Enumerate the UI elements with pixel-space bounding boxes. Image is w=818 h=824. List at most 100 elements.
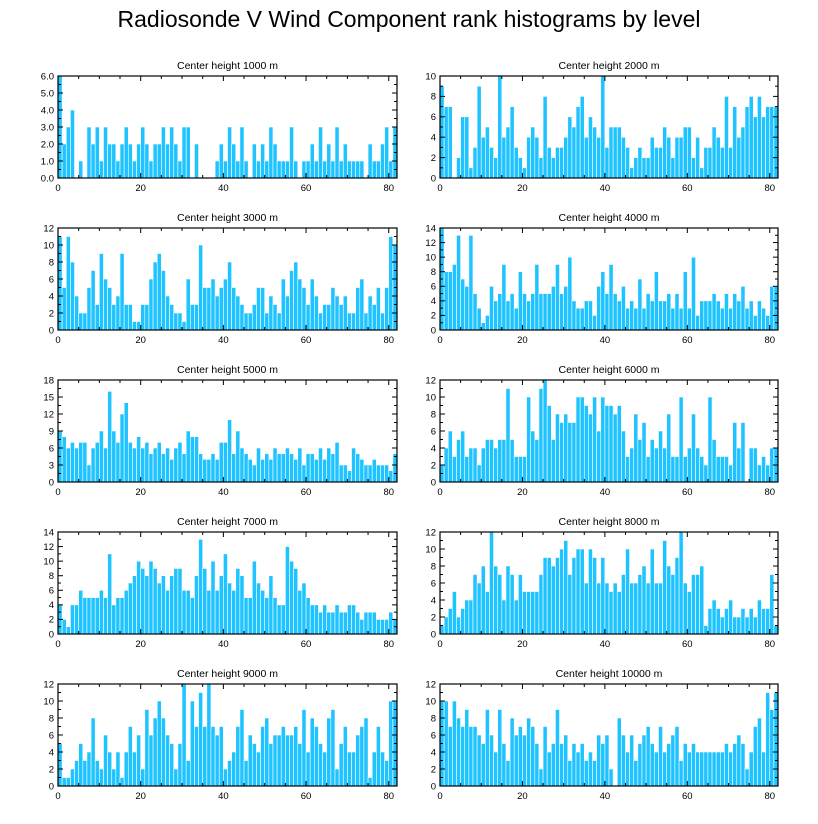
histogram-bar <box>94 126 100 179</box>
histogram-bar <box>90 597 96 635</box>
histogram-bar <box>314 726 319 787</box>
histogram-bar <box>239 304 245 331</box>
y-tick-label: 10 <box>425 696 436 707</box>
histogram-bar <box>198 538 203 635</box>
y-tick-label: 8 <box>49 713 54 724</box>
histogram-bar <box>575 396 581 483</box>
histogram-bar <box>480 136 486 179</box>
histogram-bar <box>707 751 713 787</box>
histogram-bar <box>513 307 519 331</box>
histogram-bar <box>765 608 771 635</box>
y-tick-label: 4 <box>49 600 54 611</box>
y-tick-label: 8 <box>431 92 436 103</box>
y-tick-label: 2 <box>431 460 436 471</box>
panel-5: Center height 5000 m 0 20 40 60 80 0 3 6 9 12 15 18 <box>43 364 398 498</box>
y-tick-label: 4 <box>49 291 54 302</box>
histogram-bar <box>359 459 365 483</box>
histogram-bar <box>534 264 540 331</box>
histogram-bar <box>728 307 733 331</box>
histogram-bar <box>588 413 593 483</box>
histogram-bar <box>682 126 688 179</box>
histogram-bar <box>156 253 162 331</box>
histogram-bar <box>218 287 224 331</box>
histogram-bar <box>691 157 696 179</box>
histogram-bar <box>119 143 125 179</box>
y-tick-label: 12 <box>43 679 54 690</box>
histogram-bar <box>691 256 696 331</box>
histogram-bar <box>90 717 96 787</box>
histogram-bar <box>107 391 113 483</box>
histogram-bar <box>567 760 573 787</box>
histogram-bar <box>123 402 129 483</box>
histogram-bar <box>173 568 179 635</box>
histogram-bar <box>260 459 266 483</box>
histogram-bar <box>235 430 241 483</box>
histogram-bar <box>592 315 597 331</box>
histogram-bar <box>583 760 589 787</box>
histogram-bar <box>198 244 203 331</box>
histogram-bar <box>161 717 166 787</box>
histogram-bar <box>468 234 474 331</box>
x-tick-label: 20 <box>517 487 528 498</box>
histogram-bar <box>567 422 573 483</box>
histogram-bar <box>252 560 257 635</box>
x-tick-label: 20 <box>135 487 146 498</box>
y-tick-label: 10 <box>43 240 54 251</box>
histogram-bar <box>94 597 100 635</box>
histogram-bar <box>526 136 531 179</box>
histogram-bar <box>169 304 175 331</box>
histogram-bar <box>641 307 647 331</box>
histogram-bar <box>728 464 733 483</box>
histogram-bar <box>144 575 150 635</box>
y-tick-label: 2 <box>49 308 54 319</box>
histogram-bar <box>107 287 113 331</box>
histogram-bar <box>546 293 552 331</box>
histogram-bar <box>534 439 540 483</box>
histogram-bar <box>289 270 294 331</box>
histogram-bar <box>534 743 540 787</box>
x-tick-label: 60 <box>301 183 312 194</box>
histogram-bar <box>380 751 385 787</box>
histogram-bar <box>388 236 394 331</box>
histogram-bar <box>371 459 377 483</box>
histogram-bar <box>724 293 729 331</box>
y-tick-label: 12 <box>425 238 436 249</box>
histogram-bar <box>376 464 381 483</box>
histogram-bar <box>189 436 195 483</box>
histogram-bar <box>384 126 390 179</box>
histogram-bar <box>658 300 663 331</box>
histogram-bar <box>542 379 548 483</box>
histogram-bar <box>338 611 344 635</box>
x-tick-label: 20 <box>517 791 528 802</box>
histogram-bar <box>575 751 581 787</box>
histogram-bar <box>272 734 278 787</box>
histogram-bar <box>546 147 552 179</box>
y-tick-label: 6 <box>431 112 436 123</box>
histogram-bar <box>70 768 75 787</box>
y-tick-label: 2 <box>431 311 436 322</box>
y-tick-label: 2 <box>49 615 54 626</box>
histogram-bar <box>239 575 245 635</box>
histogram-bar <box>649 548 655 635</box>
histogram-bar <box>695 315 700 331</box>
histogram-bar <box>447 608 453 635</box>
histogram-bar <box>376 619 381 635</box>
histogram-bar <box>719 616 725 635</box>
histogram-bar <box>476 582 482 635</box>
histogram-bar <box>206 589 212 635</box>
histogram-bar <box>99 589 104 635</box>
histogram-bar <box>629 582 635 635</box>
histogram-bar <box>555 264 560 331</box>
histogram-bar <box>363 312 369 331</box>
histogram-bar <box>334 604 340 635</box>
histogram-bar <box>322 751 328 787</box>
histogram-bar <box>612 413 618 483</box>
histogram-bar <box>583 136 589 179</box>
histogram-bar <box>522 591 527 635</box>
histogram-bar <box>480 565 486 635</box>
histogram-bar <box>761 116 766 179</box>
histogram-bar <box>293 726 299 787</box>
histogram-bar <box>231 453 237 483</box>
panel-2: Center height 2000 m 0 20 40 60 80 0 2 4 6 8 10 <box>425 60 779 194</box>
histogram-bar <box>301 582 307 635</box>
